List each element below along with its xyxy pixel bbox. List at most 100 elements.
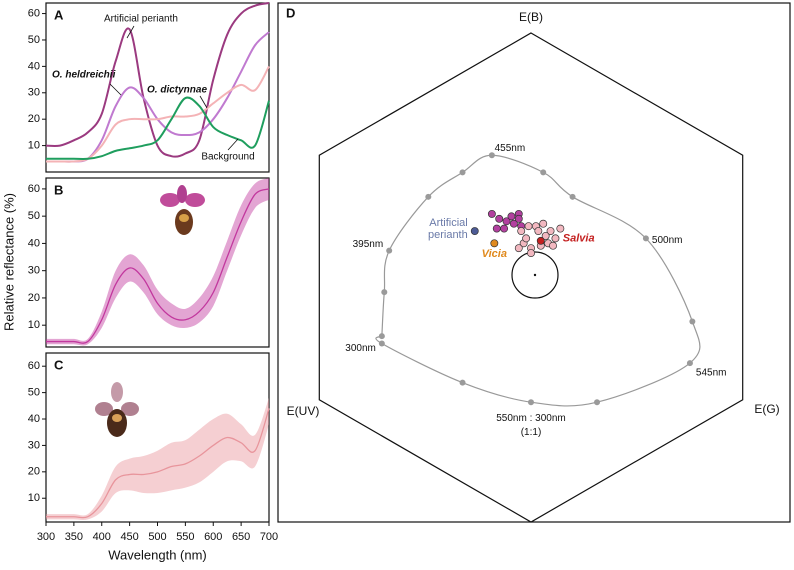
- stimulus-point: [507, 212, 516, 221]
- x-tick-label: 350: [65, 531, 83, 543]
- leader-line: [109, 83, 122, 96]
- stimulus-point: [546, 227, 555, 235]
- y-tick-label: 30: [28, 439, 40, 451]
- x-tick-label: 400: [93, 531, 111, 543]
- y-tick-label: 10: [28, 319, 40, 331]
- stimulus-point: [536, 236, 545, 245]
- x-axis-label: Wavelength (nm): [108, 547, 207, 562]
- group-label: Artificial: [429, 217, 468, 229]
- series-line: [46, 188, 270, 344]
- hexagon: [318, 32, 744, 523]
- leader-line: [199, 95, 208, 109]
- series-line: [45, 65, 270, 163]
- series-annotation: Background: [201, 152, 254, 163]
- orchid-photo: [95, 382, 139, 437]
- wavelength-label: 500nm: [652, 235, 683, 246]
- locus-point: [642, 235, 649, 242]
- locus-point: [425, 193, 432, 200]
- series-annotation: O. heldreichii: [52, 70, 116, 81]
- stimulus-point: [534, 227, 543, 235]
- y-tick-label: 20: [28, 466, 40, 478]
- x-tick-label: 300: [37, 531, 55, 543]
- y-axis-label: Relative reflectance (%): [1, 193, 16, 331]
- vertex-label: E(G): [754, 402, 779, 416]
- locus-note: (1:1): [521, 427, 542, 438]
- locus-point: [378, 340, 385, 347]
- stimulus-point: [470, 227, 479, 235]
- y-tick-label: 20: [28, 113, 40, 125]
- stimulus-point: [541, 231, 550, 240]
- y-tick-label: 50: [28, 34, 40, 46]
- y-tick-label: 60: [28, 7, 40, 19]
- stimulus-point: [490, 239, 499, 248]
- y-tick-label: 40: [28, 60, 40, 72]
- locus-point: [459, 379, 466, 386]
- panel-frame: [45, 177, 270, 348]
- wavelength-label: 545nm: [696, 368, 727, 379]
- x-tick-label: 550: [176, 531, 194, 543]
- locus-point: [381, 289, 388, 296]
- locus-point: [686, 360, 693, 367]
- y-tick-label: 20: [28, 292, 40, 304]
- x-tick-label: 600: [204, 531, 222, 543]
- spectral-locus: [375, 154, 701, 407]
- stimulus-point: [549, 241, 557, 250]
- locus-point: [528, 399, 534, 406]
- panel-letter: C: [54, 357, 64, 372]
- center-dot: [533, 273, 537, 277]
- panel-letter: D: [286, 5, 295, 20]
- orchid-photo: [160, 185, 205, 235]
- stimulus-point: [514, 244, 523, 253]
- stimulus-point: [514, 214, 523, 223]
- series-line: [46, 96, 270, 160]
- stimulus-point: [487, 209, 496, 218]
- panel-frame: [277, 2, 791, 523]
- stimulus-point: [556, 224, 565, 233]
- y-tick-label: 60: [28, 360, 40, 372]
- y-tick-label: 50: [28, 387, 40, 399]
- y-tick-label: 60: [28, 183, 40, 195]
- panel-frame: [45, 2, 270, 173]
- y-tick-label: 50: [28, 210, 40, 222]
- wavelength-label: 395nm: [353, 239, 384, 250]
- wavelength-label: 300nm: [345, 343, 376, 354]
- y-tick-label: 40: [28, 413, 40, 425]
- panel-letter: A: [54, 7, 64, 22]
- stimulus-point: [495, 214, 504, 223]
- series-annotation: Artificial perianth: [104, 14, 178, 25]
- stimulus-point: [551, 234, 560, 243]
- stimulus-point: [492, 224, 501, 233]
- wavelength-label: 550nm : 300nm: [496, 413, 566, 424]
- vertex-label: E(UV): [287, 404, 320, 418]
- x-tick-label: 650: [232, 531, 250, 543]
- vertex-label: E(B): [519, 10, 543, 24]
- series-line: [45, 2, 270, 158]
- y-tick-label: 10: [28, 492, 40, 504]
- group-label: Salvia: [563, 233, 595, 245]
- stimulus-point: [500, 224, 509, 233]
- locus-point: [689, 318, 696, 325]
- leader-line: [227, 138, 239, 151]
- locus-point: [386, 247, 393, 254]
- locus-point: [569, 193, 576, 200]
- x-tick-label: 450: [120, 531, 138, 543]
- stimulus-point: [539, 219, 548, 228]
- y-tick-label: 30: [28, 265, 40, 277]
- y-tick-label: 30: [28, 87, 40, 99]
- locus-point: [594, 399, 601, 406]
- y-tick-label: 10: [28, 140, 40, 152]
- group-label: Vicia: [482, 248, 507, 260]
- stimulus-point: [509, 219, 518, 228]
- x-tick-label: 500: [148, 531, 166, 543]
- threshold-circle: [511, 251, 559, 299]
- leader-line: [126, 25, 135, 39]
- wavelength-label: 455nm: [495, 143, 526, 154]
- error-band: [46, 397, 269, 520]
- stimulus-point: [522, 234, 531, 243]
- stimulus-point: [502, 217, 511, 226]
- locus-point: [540, 169, 547, 176]
- stimulus-point: [517, 227, 526, 235]
- y-tick-label: 40: [28, 237, 40, 249]
